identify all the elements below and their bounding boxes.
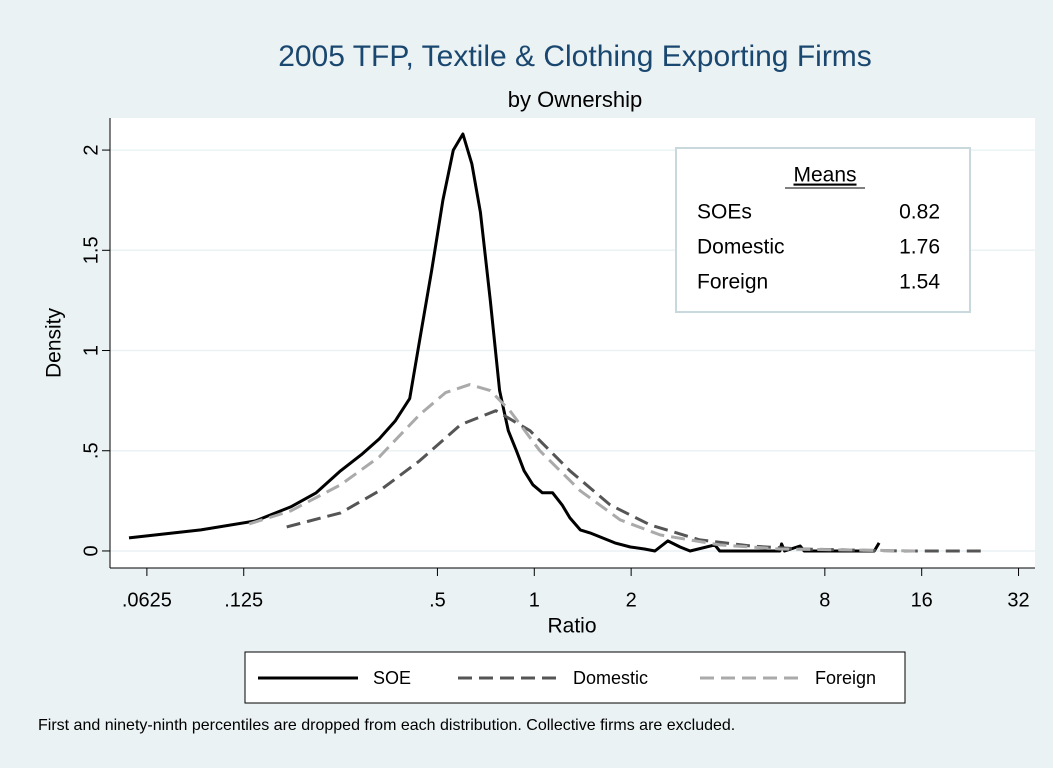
x-tick-label: 1 <box>529 589 540 611</box>
means-value: 0.82 <box>899 201 940 224</box>
chart-title: 2005 TFP, Textile & Clothing Exporting F… <box>278 40 872 73</box>
means-value: 1.76 <box>899 236 940 259</box>
legend-label: Domestic <box>573 668 648 688</box>
y-tick-label: .5 <box>80 442 102 459</box>
y-tick-label: 0 <box>80 545 102 556</box>
means-label: Domestic <box>697 236 785 259</box>
note: First and ninety-ninth percentiles are d… <box>38 717 735 734</box>
legend-label: SOE <box>373 668 411 688</box>
density-line <box>128 132 881 553</box>
means-label: Foreign <box>697 271 768 294</box>
plot: 0 .5 1 1.5 2 .0625 .125 .5 1 2 8 16 32 <box>80 118 1035 611</box>
means-value: 1.54 <box>899 271 940 294</box>
y-tick-label: 2 <box>80 145 102 156</box>
means-title: Means <box>793 164 856 187</box>
legend-items: SOE Domestic Foreign <box>258 668 876 688</box>
x-tick-label: 8 <box>819 589 830 611</box>
x-tick-label: .0625 <box>122 589 172 611</box>
density-line <box>248 383 920 553</box>
x-tick-label: 16 <box>911 589 933 611</box>
x-tick-label: 2 <box>626 589 637 611</box>
x-tick-label: .125 <box>224 589 263 611</box>
y-tick-label: 1 <box>80 345 102 356</box>
chart-subtitle: by Ownership <box>508 87 643 112</box>
means-box <box>675 147 971 313</box>
means-label: SOEs <box>697 201 752 224</box>
means-rows: SOEs 0.82 Domestic 1.76 Foreign 1.54 <box>697 201 940 294</box>
y-axis-label: Density <box>43 307 66 378</box>
y-tick-label: 1.5 <box>80 236 102 264</box>
x-axis-label: Ratio <box>547 615 596 638</box>
x-tick-label: .5 <box>429 589 446 611</box>
x-tick-label: 32 <box>1007 589 1029 611</box>
legend-label: Foreign <box>815 668 876 688</box>
